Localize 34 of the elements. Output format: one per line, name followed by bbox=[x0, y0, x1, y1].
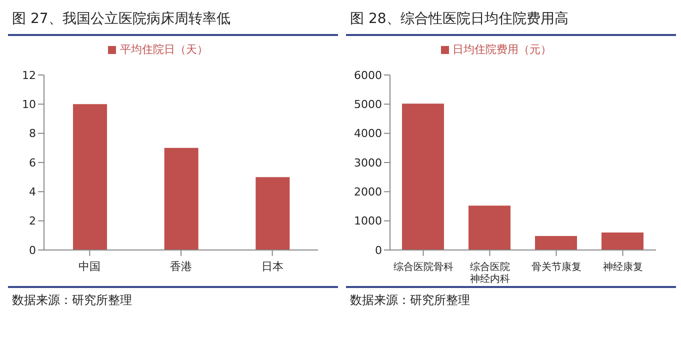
y-tick-label: 0 bbox=[29, 244, 36, 257]
x-tick-label: 中国 bbox=[78, 260, 101, 273]
bar bbox=[256, 177, 290, 250]
source-note: 数据来源：研究所整理 bbox=[12, 292, 133, 309]
x-tick-label: 香港 bbox=[170, 260, 192, 273]
bar bbox=[402, 104, 444, 250]
x-tick-label: 综合医院神经内科 bbox=[470, 261, 510, 285]
y-tick-label: 4 bbox=[29, 186, 36, 199]
y-tick-label: 2000 bbox=[354, 186, 382, 199]
x-tick-label: 骨关节康复 bbox=[531, 261, 582, 273]
source-note: 数据来源：研究所整理 bbox=[350, 292, 471, 309]
bar bbox=[468, 206, 510, 250]
y-tick-label: 5000 bbox=[354, 98, 382, 112]
bar bbox=[602, 232, 644, 250]
x-tick-label: 日本 bbox=[261, 260, 284, 273]
x-tick-label: 综合医院骨科 bbox=[393, 261, 454, 273]
y-tick-label: 3000 bbox=[354, 156, 382, 170]
bar bbox=[535, 236, 577, 250]
y-tick-label: 4000 bbox=[354, 127, 382, 140]
y-tick-label: 6000 bbox=[354, 68, 382, 82]
bar bbox=[164, 148, 198, 250]
chart-title: 图 28、综合性医院日均住院费用高 bbox=[346, 8, 676, 36]
y-tick-label: 0 bbox=[375, 244, 382, 257]
legend-label: 平均住院日（天） bbox=[120, 43, 208, 56]
y-tick-label: 6 bbox=[29, 156, 36, 170]
legend-label: 日均住院费用（元） bbox=[452, 43, 552, 56]
bar bbox=[73, 104, 107, 250]
x-tick-label: 神经康复 bbox=[602, 261, 643, 273]
y-tick-label: 12 bbox=[22, 68, 36, 82]
chart-title: 图 27、我国公立医院病床周转率低 bbox=[8, 8, 338, 36]
y-tick-label: 10 bbox=[22, 98, 36, 112]
y-tick-label: 1000 bbox=[354, 214, 382, 228]
y-tick-label: 8 bbox=[29, 127, 36, 140]
y-tick-label: 2 bbox=[29, 214, 36, 228]
